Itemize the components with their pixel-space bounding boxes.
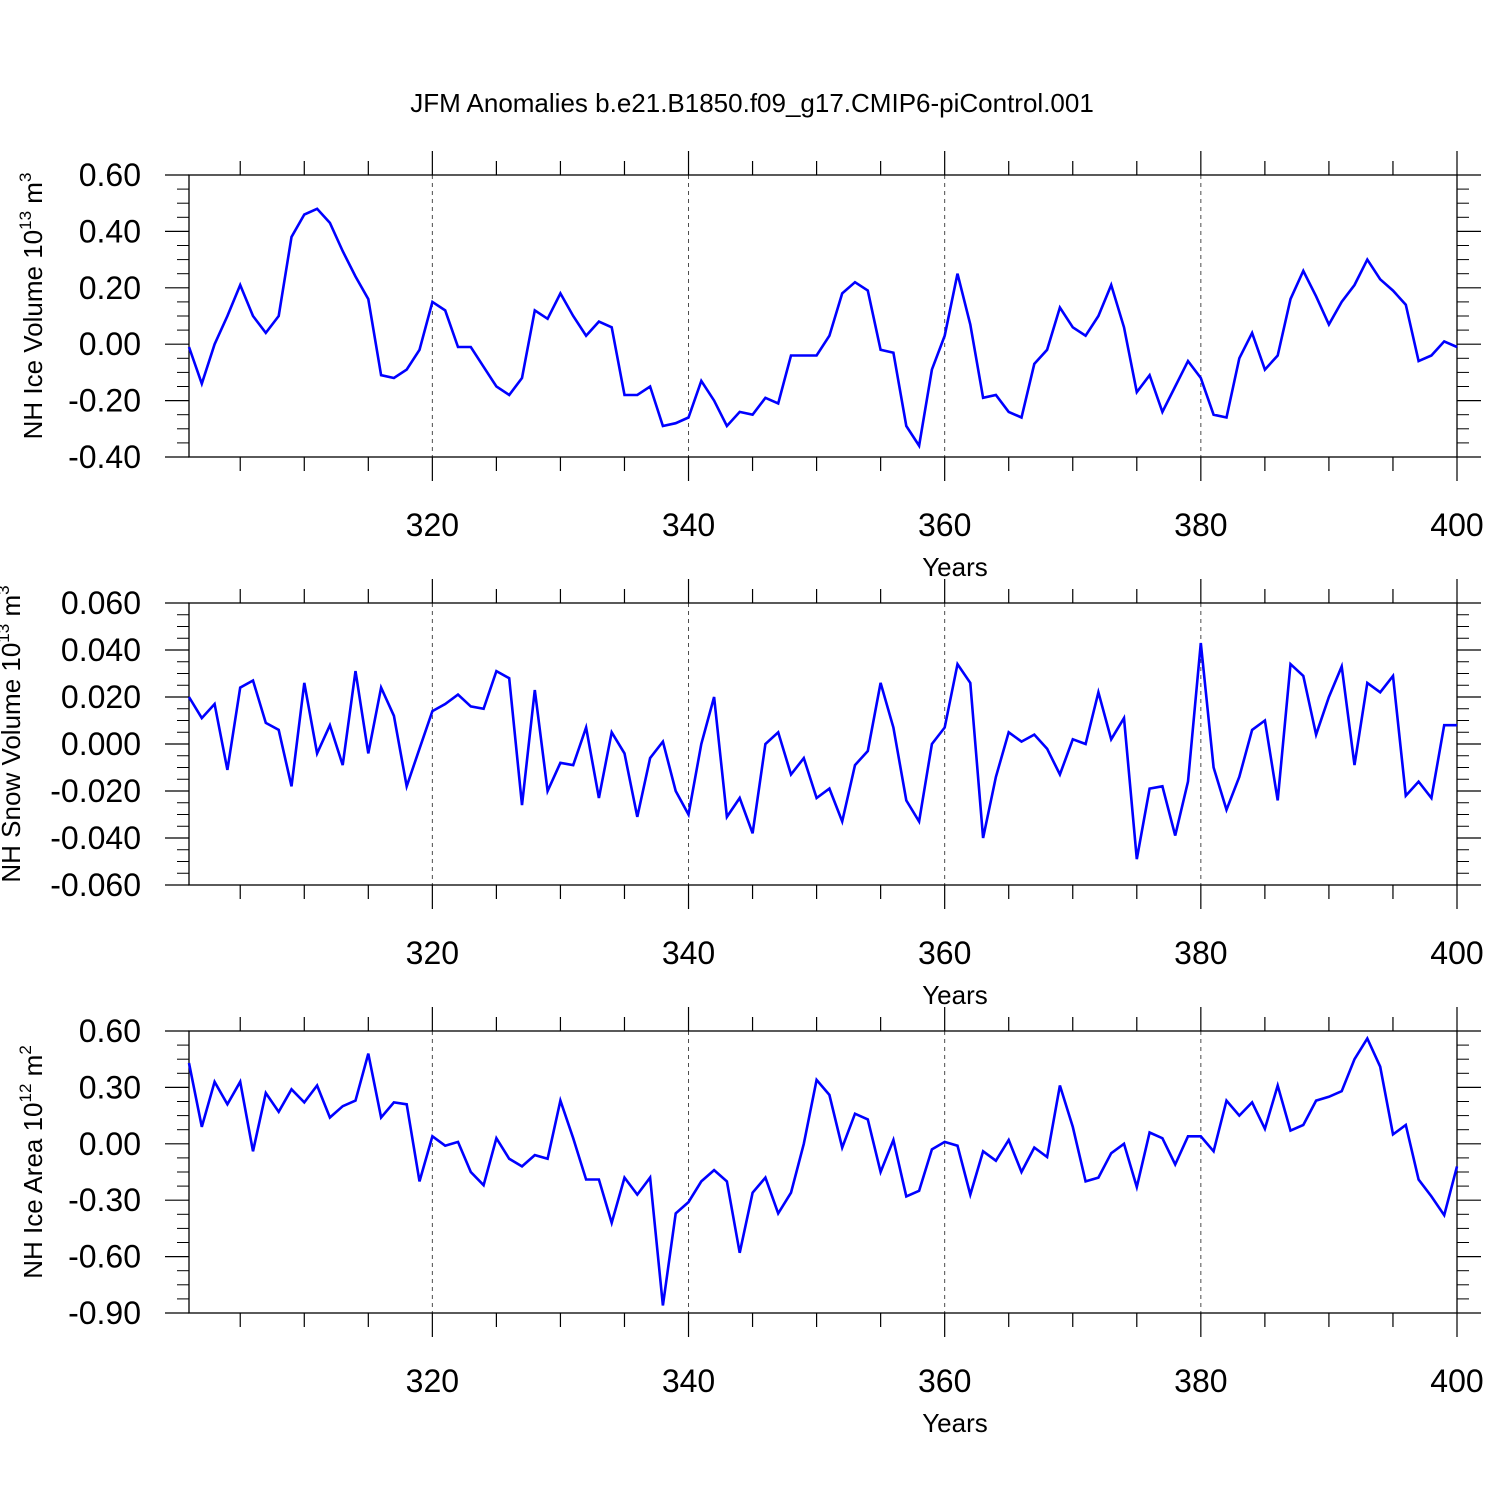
y-tick-label: -0.040: [50, 820, 141, 856]
y-tick-label: -0.020: [50, 773, 141, 809]
y-tick-label: 0.60: [79, 157, 141, 193]
y-tick-label: 0.020: [61, 679, 141, 715]
x-tick-label: 360: [918, 1363, 971, 1399]
x-tick-label: 340: [662, 507, 715, 543]
y-tick-label: 0.60: [79, 1013, 141, 1049]
x-tick-label: 340: [662, 1363, 715, 1399]
y-axis-label: NH Ice Area 1012 m2: [16, 1045, 48, 1279]
y-tick-label: -0.90: [68, 1295, 141, 1331]
y-tick-label: 0.000: [61, 726, 141, 762]
x-tick-label: 380: [1174, 1363, 1227, 1399]
y-axis-label: NH Ice Volume 1013 m3: [16, 173, 48, 440]
y-tick-label: -0.30: [68, 1182, 141, 1218]
y-axis-label: NH Snow Volume 1013 m3: [0, 585, 26, 882]
series-line: [187, 207, 1458, 450]
chart-panel-1: 320 340 360 380 400 -0.40 -0.20 0.00 0.20 0.40 0.6…: [16, 151, 1484, 582]
y-tick-label: -0.60: [68, 1239, 141, 1275]
x-tick-label: 400: [1430, 935, 1483, 971]
panels: 320 340 360 380 400 -0.40 -0.20 0.00 0.20 0.40 0.6…: [0, 151, 1484, 1438]
y-tick-label: -0.40: [68, 439, 141, 475]
y-tick-label: 0.20: [79, 270, 141, 306]
x-tick-label: 340: [662, 935, 715, 971]
x-tick-label: 360: [918, 507, 971, 543]
y-tick-label: 0.00: [79, 326, 141, 362]
figure-title: JFM Anomalies b.e21.B1850.f09_g17.CMIP6-…: [410, 88, 1094, 118]
series-line: [187, 1035, 1459, 1306]
y-tick-label: 0.40: [79, 213, 141, 249]
plot-frame: [188, 174, 1458, 458]
y-tick-label: -0.20: [68, 383, 141, 419]
chart-panel-3: 320 340 360 380 400 -0.90 -0.60 -0.30 0.00 0.30 0.…: [16, 1007, 1484, 1438]
x-tick-label: 380: [1174, 507, 1227, 543]
y-tick-label: 0.040: [61, 632, 141, 668]
x-axis-label: Years: [922, 552, 988, 582]
x-tick-label: 380: [1174, 935, 1227, 971]
y-tick-label: -0.060: [50, 867, 141, 903]
x-tick-label: 400: [1430, 1363, 1483, 1399]
y-tick-label: 0.060: [61, 585, 141, 621]
plot-frame: [188, 602, 1458, 886]
x-axis-label: Years: [922, 1408, 988, 1438]
y-tick-label: 0.00: [79, 1126, 141, 1162]
x-axis-label: Years: [922, 980, 988, 1010]
plot-frame: [188, 1030, 1458, 1314]
x-tick-label: 320: [406, 935, 459, 971]
x-tick-label: 320: [406, 507, 459, 543]
chart-panel-2: 320 340 360 380 400 -0.060 -0.040 -0.020 0.000 0.…: [0, 579, 1484, 1010]
x-tick-label: 320: [406, 1363, 459, 1399]
x-tick-label: 400: [1430, 507, 1483, 543]
x-tick-label: 360: [918, 935, 971, 971]
series-line: [187, 642, 1457, 860]
y-tick-label: 0.30: [79, 1069, 141, 1105]
